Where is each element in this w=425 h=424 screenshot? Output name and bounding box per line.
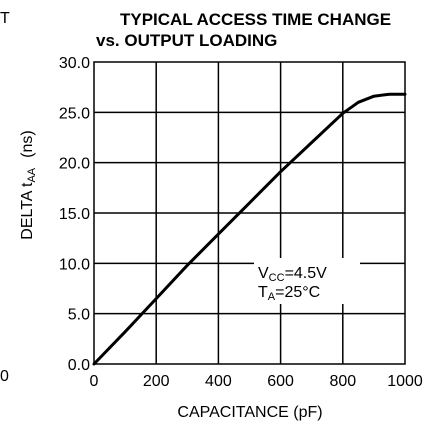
annotation-ta: TA=25°C <box>258 284 320 303</box>
annotation-background <box>254 258 360 304</box>
y-tick-label: 15.0 <box>59 206 90 223</box>
y-tick-label: 5.0 <box>68 307 90 324</box>
chart-title-line-2: vs. OUTPUT LOADING <box>96 31 278 50</box>
y-tick-label: 20.0 <box>59 156 90 173</box>
y-tick-label: 30.0 <box>59 55 90 72</box>
y-tick-label: 10.0 <box>59 256 90 273</box>
x-tick-label: 800 <box>329 373 356 390</box>
chart-grid <box>94 62 405 364</box>
tick-labels: 0 200 400 600 800 1000 0.0 5.0 10.0 15.0 20.0 25.0 3… <box>59 55 423 390</box>
annotation-vcc: VCC=4.5V <box>258 265 327 284</box>
x-tick-label: 600 <box>267 373 294 390</box>
x-tick-label: 0 <box>90 373 99 390</box>
x-tick-label: 400 <box>205 373 232 390</box>
cropped-edge-text-bottom: 0 <box>0 368 9 385</box>
y-axis-label: DELTA tAA(ns) <box>19 130 38 239</box>
plot-frame <box>93 61 406 365</box>
x-tick-label: 1000 <box>387 373 423 390</box>
x-axis-label: CAPACITANCE (pF) <box>177 404 322 421</box>
x-tick-label: 200 <box>143 373 170 390</box>
chart-title-line-1: TYPICAL ACCESS TIME CHANGE <box>120 10 392 29</box>
y-tick-label: 0.0 <box>68 357 90 374</box>
y-tick-label: 25.0 <box>59 105 90 122</box>
series-line <box>92 92 407 366</box>
cropped-edge-text-top: T <box>0 10 10 27</box>
